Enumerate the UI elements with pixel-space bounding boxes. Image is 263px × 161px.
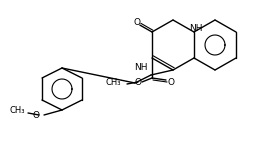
Text: O: O	[134, 77, 141, 86]
Text: CH₃: CH₃	[9, 105, 25, 114]
Text: O: O	[133, 18, 140, 27]
Text: NH: NH	[189, 24, 203, 33]
Text: O: O	[33, 110, 39, 119]
Text: NH: NH	[134, 63, 148, 72]
Text: CH₃: CH₃	[105, 77, 121, 86]
Text: O: O	[168, 77, 174, 86]
